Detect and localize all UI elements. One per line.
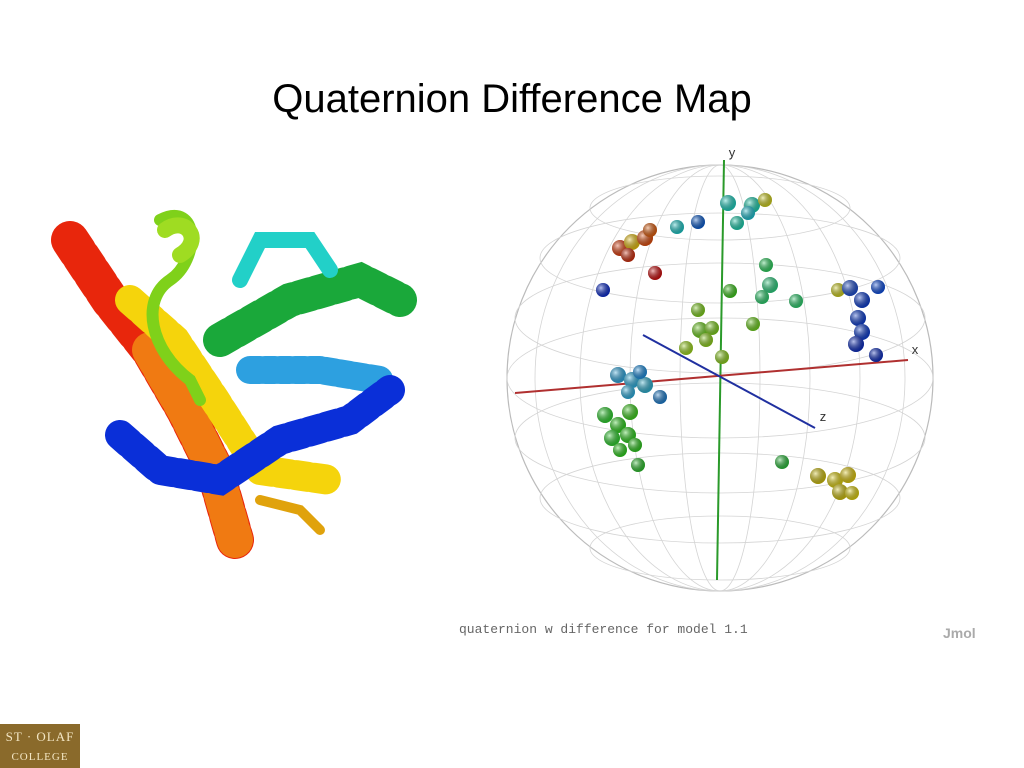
point-shading — [832, 484, 848, 500]
logo-text: ST · OLAF — [6, 729, 75, 744]
sphere-shape — [0, 724, 80, 768]
ribbon-segment — [203, 261, 417, 357]
point-shading — [637, 377, 653, 393]
ribbon-segment — [115, 285, 345, 495]
ribbon-segment — [105, 375, 405, 496]
ribbon-segment — [132, 332, 253, 558]
quaternion-sphere: y x z — [506, 145, 934, 592]
point-shading — [596, 283, 610, 297]
point-shading — [699, 333, 713, 347]
point-shading — [845, 486, 859, 500]
point-shading — [670, 220, 684, 234]
axis-label: x — [912, 342, 919, 357]
point-shading — [610, 367, 626, 383]
sphere-shape — [514, 359, 909, 394]
point-shading — [624, 234, 640, 250]
sphere-shape — [589, 175, 851, 241]
point-shading — [755, 290, 769, 304]
point-shading — [723, 284, 737, 298]
point-shading — [741, 206, 755, 220]
sphere-shape — [534, 164, 906, 592]
point-shading — [730, 216, 744, 230]
ribbon-segment — [236, 356, 394, 394]
ribbon-segment — [232, 232, 338, 288]
point-shading — [810, 468, 826, 484]
sphere-shape — [589, 515, 851, 581]
point-shading — [633, 365, 647, 379]
point-shading — [628, 438, 642, 452]
point-shading — [775, 455, 789, 469]
protein-ribbon — [51, 210, 417, 559]
college-logo: ST · OLAF COLLEGE — [0, 724, 80, 768]
point-shading — [848, 336, 864, 352]
ribbon-segment — [157, 217, 200, 263]
point-shading — [854, 324, 870, 340]
figure-caption: quaternion w difference for model 1.1 — [459, 622, 748, 637]
point-shading — [759, 258, 773, 272]
sphere-shape — [539, 212, 901, 304]
axis-label: y — [729, 145, 736, 160]
point-shading — [758, 193, 772, 207]
point-shading — [746, 317, 760, 331]
point-shading — [691, 303, 705, 317]
point-shading — [871, 280, 885, 294]
point-shading — [789, 294, 803, 308]
sphere-shape — [716, 159, 725, 581]
point-shading — [842, 280, 858, 296]
axis-label: z — [820, 409, 827, 424]
point-shading — [850, 310, 866, 326]
point-shading — [621, 385, 635, 399]
ribbon-segment — [255, 495, 325, 535]
sphere-shape — [596, 193, 885, 500]
point-shading — [653, 390, 667, 404]
point-shading — [705, 321, 719, 335]
point-shading — [631, 458, 645, 472]
point-shading — [613, 443, 627, 457]
point-shading — [869, 348, 883, 362]
point-shading — [622, 404, 638, 420]
point-shading — [762, 277, 778, 293]
logo-text: COLLEGE — [11, 751, 68, 763]
point-shading — [679, 341, 693, 355]
point-shading — [604, 430, 620, 446]
point-shading — [621, 248, 635, 262]
slide-title: Quaternion Difference Map — [272, 77, 752, 121]
point-shading — [831, 283, 845, 297]
point-shading — [610, 417, 626, 433]
point-shading — [597, 407, 613, 423]
point-shading — [840, 467, 856, 483]
watermark: Jmol — [943, 625, 976, 641]
point-shading — [715, 350, 729, 364]
point-shading — [643, 223, 657, 237]
point-shading — [854, 292, 870, 308]
sphere-shape — [642, 334, 816, 429]
point-shading — [648, 266, 662, 280]
point-shading — [827, 472, 843, 488]
point-shading — [691, 215, 705, 229]
point-shading — [720, 195, 736, 211]
